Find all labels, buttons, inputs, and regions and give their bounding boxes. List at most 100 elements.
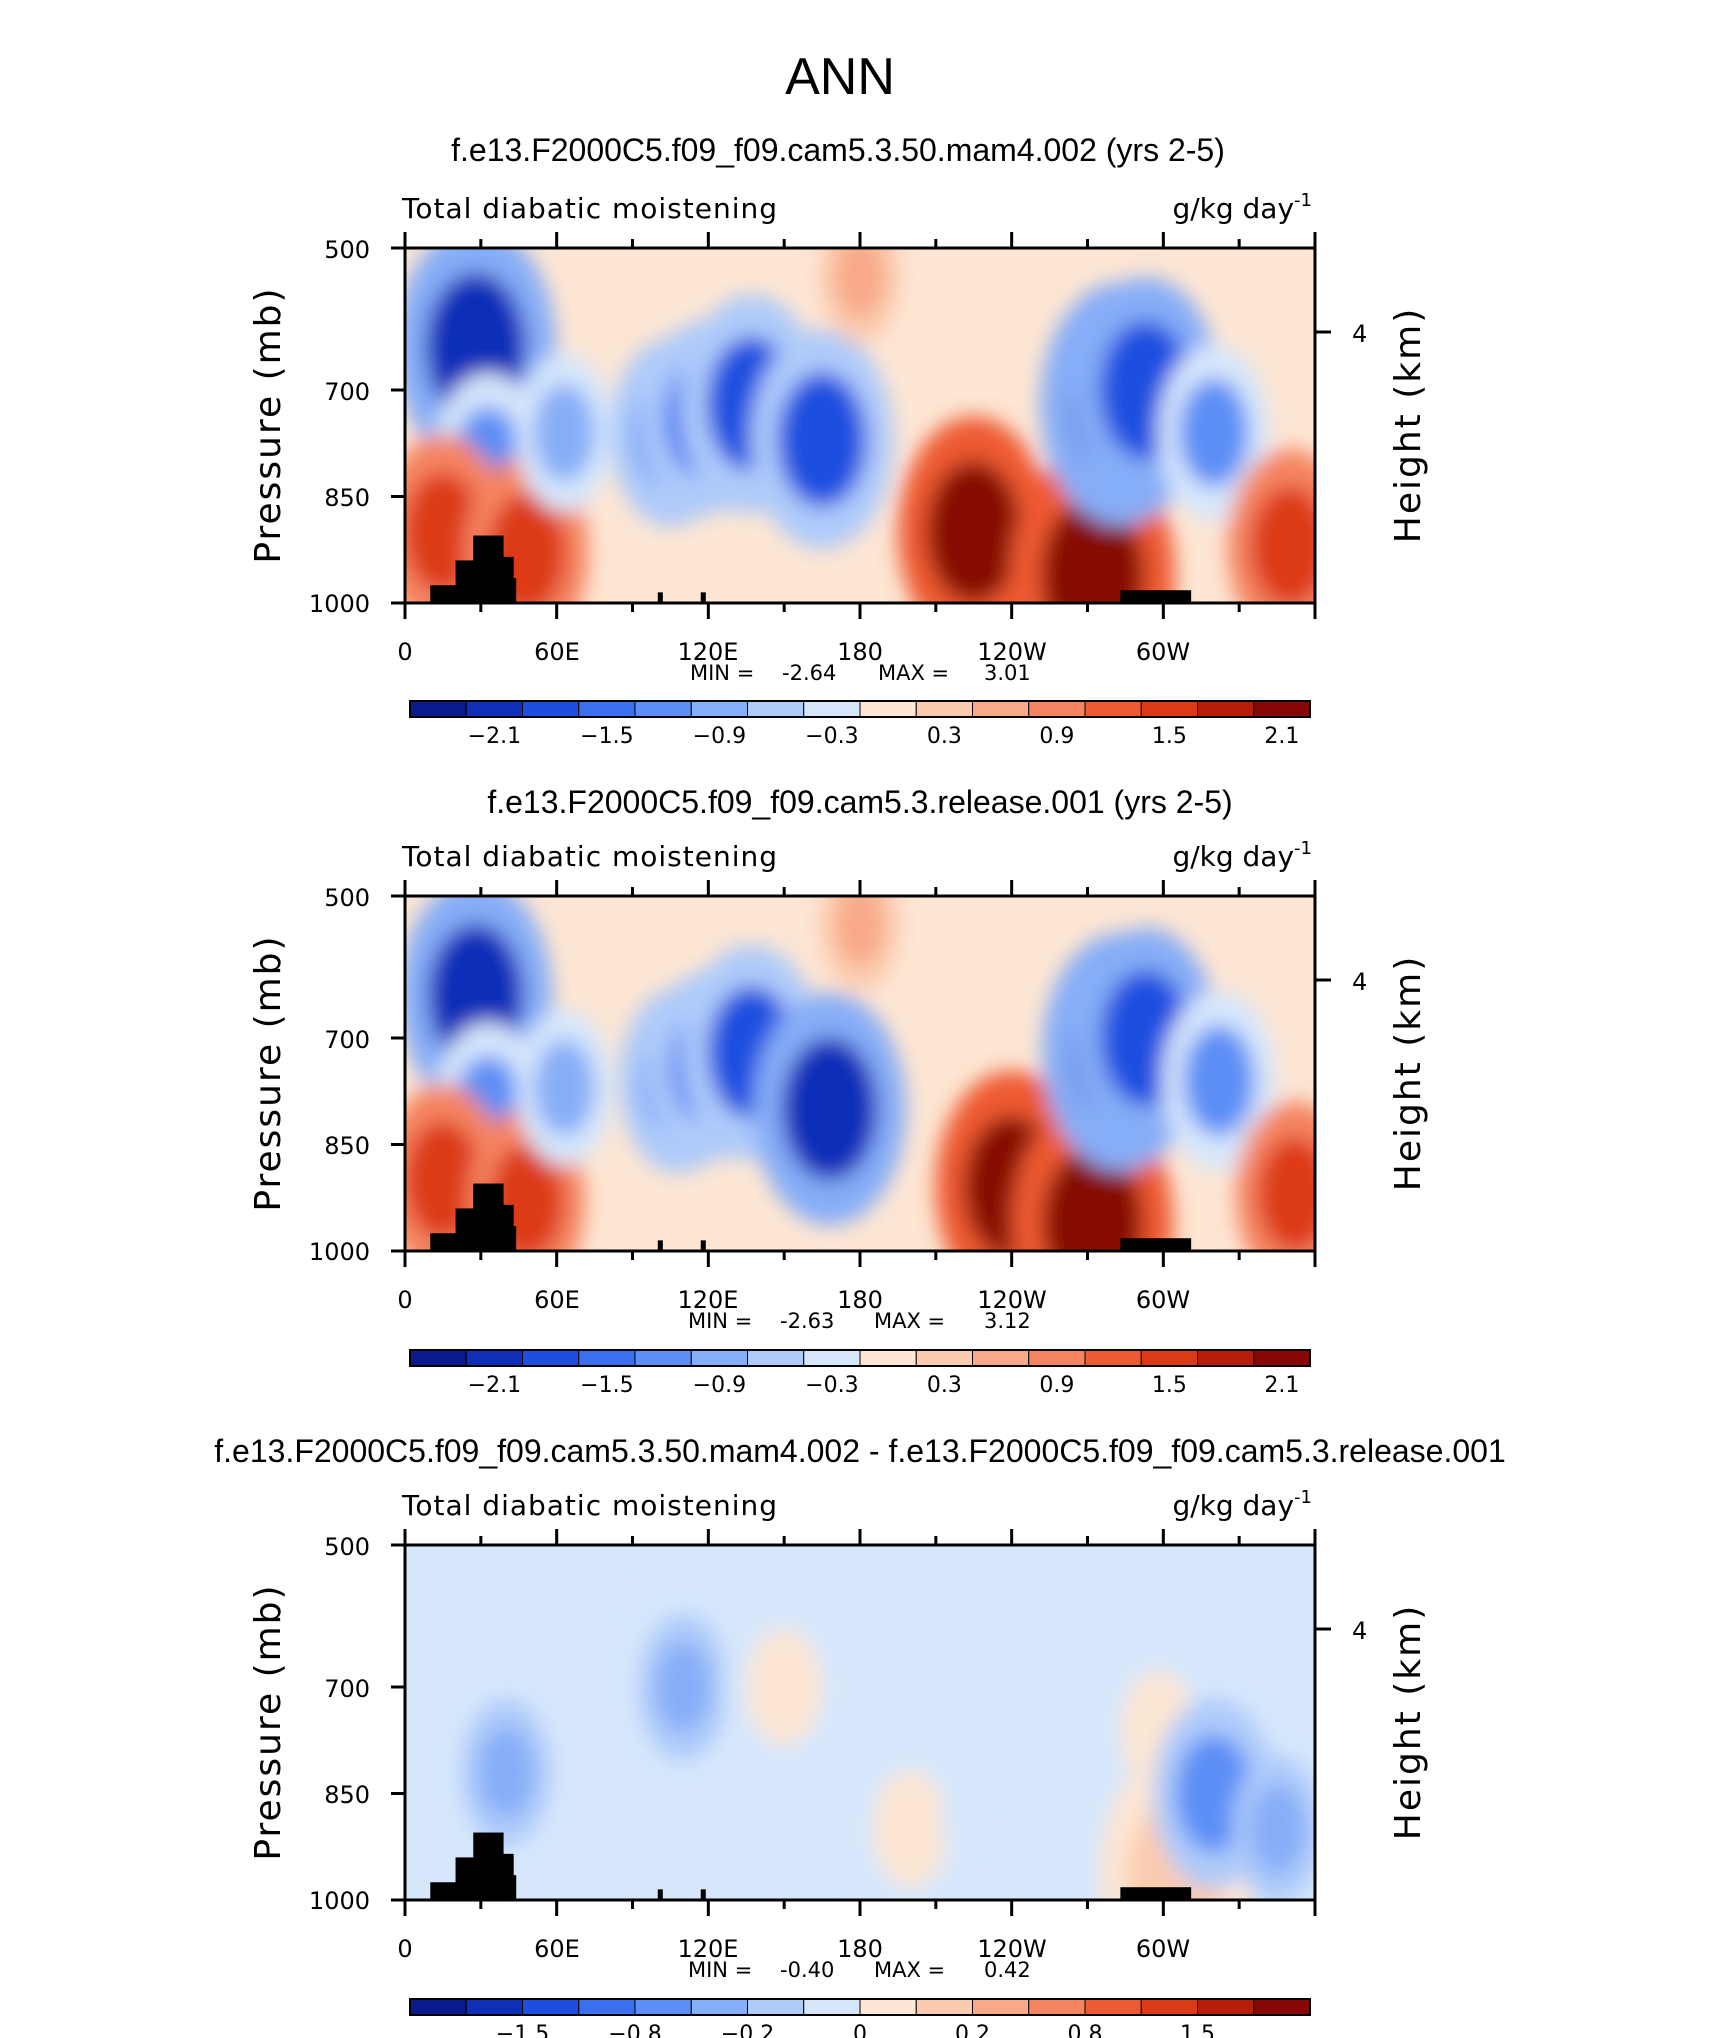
panel-1-colorbar-labels: −2.1 −1.5 −0.9 −0.3 0.3 0.9 1.5 2.1 — [468, 724, 1300, 749]
panel-1-colorbar-box-14 — [1197, 700, 1255, 718]
panel-2-colorbar-box-11 — [1028, 1349, 1086, 1367]
panel-2-xtick-120w: 120W — [977, 1286, 1047, 1314]
panel-2-colorbar-box-5 — [690, 1349, 748, 1367]
panel-3-colorbar-box-6 — [747, 1998, 805, 2016]
panel-2-colorbar-box-1 — [465, 1349, 523, 1367]
panel-3-title: f.e13.F2000C5.f09_f09.cam5.3.50.mam4.002… — [214, 1433, 1506, 1469]
panel-1-colorbar-box-6 — [747, 700, 805, 718]
panel-3-contour-core-1 — [478, 1726, 535, 1818]
panel-2-colorbar-label-7: 2.1 — [1264, 1373, 1299, 1398]
panel-3-xtick-180: 180 — [837, 1935, 883, 1963]
panel-3-xtick-0: 0 — [397, 1935, 412, 1963]
panel-2-colorbar — [409, 1349, 1311, 1367]
panel-2-xtick-180: 180 — [837, 1286, 883, 1314]
panel-1-xtick-180: 180 — [837, 638, 883, 666]
panel-1-colorbar-box-8 — [859, 700, 917, 718]
panel-1-contour-core-4 — [533, 383, 595, 482]
panel-2-ytick-700: 700 — [324, 1026, 370, 1054]
panel-3-ylabel-right: Height (km) — [1388, 1604, 1429, 1840]
panel-3-max-value: 0.42 — [984, 1958, 1031, 1982]
panel-1-colorbar-label-2: −0.9 — [693, 724, 746, 749]
panel-1-colorbar — [409, 700, 1311, 718]
panel-3-contour-core-5 — [872, 1770, 949, 1888]
panel-2-contour-core-9 — [835, 896, 885, 966]
panel-2-contour-core-14 — [1183, 1025, 1255, 1136]
panel-3-colorbar-box-4 — [634, 1998, 692, 2016]
panel-2-ylabel-right: Height (km) — [1388, 955, 1429, 1191]
panel-2-colorbar-box-13 — [1140, 1349, 1198, 1367]
panel-2-contour-core-15 — [1257, 1137, 1315, 1251]
panel-2-colorbar-box-7 — [803, 1349, 861, 1367]
panel-2-colorbar-box-4 — [634, 1349, 692, 1367]
panel-1-xtick-60e: 60E — [534, 638, 580, 666]
panel-1-units-text: g/kg day — [1172, 192, 1294, 225]
panel-2-colorbar-label-4: 0.3 — [927, 1373, 962, 1398]
panel-3-colorbar-box-3 — [578, 1998, 636, 2016]
panel-3-units-text: g/kg day — [1172, 1489, 1294, 1522]
panel-1-title: f.e13.F2000C5.f09_f09.cam5.3.50.mam4.002… — [451, 132, 1225, 168]
panel-1-variable: Total diabatic moistening — [401, 192, 778, 225]
panel-3-contour-core-2 — [604, 1570, 661, 1662]
panel-2-plot-area — [405, 896, 1315, 1251]
panel-1-colorbar-box-4 — [634, 700, 692, 718]
panel-3-rtick-4: 4 — [1352, 1617, 1367, 1645]
panel-2-contour-core-11 — [1042, 1147, 1143, 1251]
panel-2-colorbar-box-12 — [1084, 1349, 1142, 1367]
panel-1-colorbar-box-0 — [409, 700, 467, 718]
panel-3-colorbar-frame — [409, 1998, 1311, 2016]
panel-1-xtick-120e: 120E — [678, 638, 739, 666]
panel-1-ylabel-left: Pressure (mb) — [248, 286, 289, 563]
panel-1-colorbar-label-0: −2.1 — [468, 724, 521, 749]
panel-2-colorbar-label-5: 0.9 — [1039, 1373, 1074, 1398]
panel-3-terrain-block-4 — [501, 1875, 517, 1900]
panel-2-terrain — [430, 1183, 1192, 1251]
panel-1-ylabel-right: Height (km) — [1388, 307, 1429, 543]
panel-3-units: g/kg day-1 — [1172, 1487, 1312, 1522]
panel-3-variable: Total diabatic moistening — [401, 1489, 778, 1522]
panel-1-colorbar-box-12 — [1084, 700, 1142, 718]
panel-2-ylabel-left: Pressure (mb) — [248, 934, 289, 1211]
panel-2-contour-fill — [405, 896, 1315, 1251]
panel-1-colorbar-box-3 — [578, 700, 636, 718]
panel-3-terrain-block-7 — [1120, 1887, 1192, 1900]
panel-3-min-label: MIN = — [688, 1958, 752, 1982]
panel-3: f.e13.F2000C5.f09_f09.cam5.3.50.mam4.002… — [214, 1433, 1506, 2038]
panel-2-colorbar-box-6 — [747, 1349, 805, 1367]
panel-2-colorbar-label-6: 1.5 — [1152, 1373, 1187, 1398]
panel-1-min-value: -2.64 — [782, 661, 836, 685]
panel-3-contour-core-6 — [958, 1769, 1015, 1861]
panel-2-terrain-block-6 — [700, 1240, 706, 1251]
panel-1-colorbar-box-10 — [972, 700, 1030, 718]
panel-3-terrain-block-5 — [657, 1889, 663, 1900]
panel-3-ytick-850: 850 — [324, 1781, 370, 1809]
panel-2-terrain-block-4 — [501, 1226, 517, 1251]
panel-1-ytick-500: 500 — [324, 236, 370, 264]
panel-2-colorbar-box-8 — [859, 1349, 917, 1367]
panel-2-ytick-1000: 1000 — [309, 1238, 370, 1266]
panel-2-ytick-850: 850 — [324, 1132, 370, 1160]
panel-1-contour-core-8 — [777, 372, 867, 508]
panel-1-colorbar-box-11 — [1028, 700, 1086, 718]
panel-3-colorbar-label-5: 0.8 — [1068, 2022, 1103, 2038]
panel-2-max-value: 3.12 — [984, 1309, 1031, 1333]
panel-1-terrain-block-6 — [700, 592, 706, 603]
panel-2: f.e13.F2000C5.f09_f09.cam5.3.release.001… — [248, 784, 1429, 1398]
panel-3-colorbar-box-7 — [803, 1998, 861, 2016]
panel-3-colorbar-box-0 — [409, 1998, 467, 2016]
panel-3-colorbar-box-12 — [1084, 1998, 1142, 2016]
panel-2-rtick-4: 4 — [1352, 968, 1367, 996]
panel-1-colorbar-box-7 — [803, 700, 861, 718]
panel-1-colorbar-frame — [409, 700, 1311, 718]
panel-3-xtick-60w: 60W — [1136, 1935, 1190, 1963]
panel-2-ticks — [391, 880, 1331, 1267]
panel-2-colorbar-box-9 — [915, 1349, 973, 1367]
panel-3-colorbar-box-10 — [972, 1998, 1030, 2016]
panel-1-colorbar-label-1: −1.5 — [580, 724, 633, 749]
panel-1-ticks — [391, 232, 1331, 619]
panel-1-colorbar-label-6: 1.5 — [1152, 724, 1187, 749]
panel-3-ylabel-left: Pressure (mb) — [248, 1583, 289, 1860]
panel-1-colorbar-label-4: 0.3 — [927, 724, 962, 749]
page-title: ANN — [785, 48, 895, 106]
panel-2-units-exp: -1 — [1294, 838, 1312, 859]
